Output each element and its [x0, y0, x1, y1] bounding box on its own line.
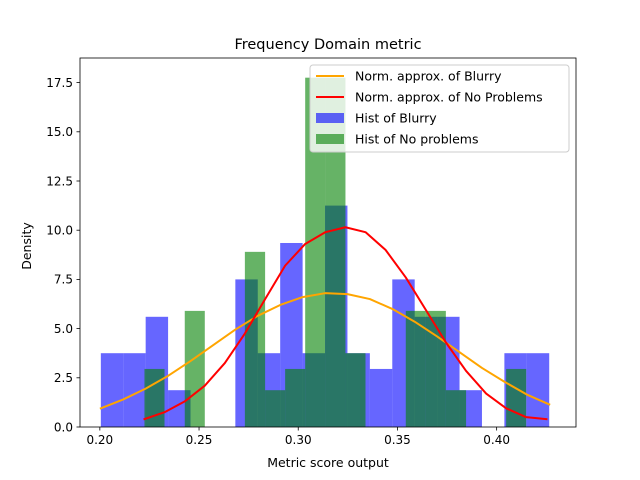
histogram-bar [425, 310, 446, 427]
histogram-series-1 [144, 77, 527, 428]
legend-box [309, 64, 570, 153]
legend-label: Norm. approx. of Blurry [355, 69, 502, 84]
x-tick-label: 0.35 [384, 433, 411, 447]
x-tick-label: 0.25 [186, 433, 213, 447]
x-tick-label: 0.20 [86, 433, 113, 447]
legend-entry: Hist of No problems [316, 132, 479, 147]
histogram-bar [265, 390, 286, 427]
histogram-bar [325, 77, 346, 428]
histogram-bar [369, 368, 393, 427]
legend-entry: Norm. approx. of No Problems [316, 90, 543, 105]
y-tick-label: 10.0 [46, 224, 73, 238]
y-axis-label: Density [19, 222, 34, 270]
histogram-bar [305, 77, 326, 428]
histogram-bar [345, 353, 366, 427]
plot-area [99, 77, 551, 428]
y-tick-label: 12.5 [46, 174, 73, 188]
y-tick-label: 2.5 [54, 371, 73, 385]
legend-entry: Hist of Blurry [316, 111, 437, 126]
legend-label: Hist of Blurry [355, 111, 437, 126]
histogram-bar [100, 353, 124, 427]
legend: Norm. approx. of Blurry Norm. approx. of … [309, 64, 570, 153]
series-line-1 [143, 226, 548, 421]
series-line-0 [99, 292, 551, 410]
chart-title: Frequency Domain metric [234, 37, 421, 53]
y-tick-label: 0.0 [54, 420, 73, 434]
histogram-bar [244, 251, 266, 427]
y-tick-label: 7.5 [54, 273, 73, 287]
legend-label: Norm. approx. of No Problems [355, 90, 543, 105]
axes: 0.20 0.25 0.30 0.35 0.40 0.0 2.5 5.0 7.5 10.0 12.5… [46, 57, 577, 447]
x-axis-label: Metric score output [267, 455, 389, 470]
axes-frame [79, 57, 577, 428]
x-tick-label: 0.40 [483, 433, 510, 447]
y-tick-label: 5.0 [54, 322, 73, 336]
histogram-bar [285, 368, 306, 427]
x-tick-label: 0.30 [285, 433, 312, 447]
histogram-bar [123, 353, 146, 427]
histogram-bar [405, 310, 426, 427]
histogram-bar [526, 353, 550, 427]
histogram-bar [506, 368, 527, 427]
legend-label: Hist of No problems [355, 132, 479, 147]
histogram-bar [445, 390, 467, 427]
legend-entry: Norm. approx. of Blurry [316, 69, 502, 84]
histogram-bar [184, 310, 205, 427]
legend-patch-swatch [316, 134, 344, 144]
histogram-bar [144, 368, 165, 427]
legend-patch-swatch [316, 113, 344, 123]
y-tick-label: 17.5 [46, 76, 73, 90]
y-tick-label: 15.0 [46, 125, 73, 139]
